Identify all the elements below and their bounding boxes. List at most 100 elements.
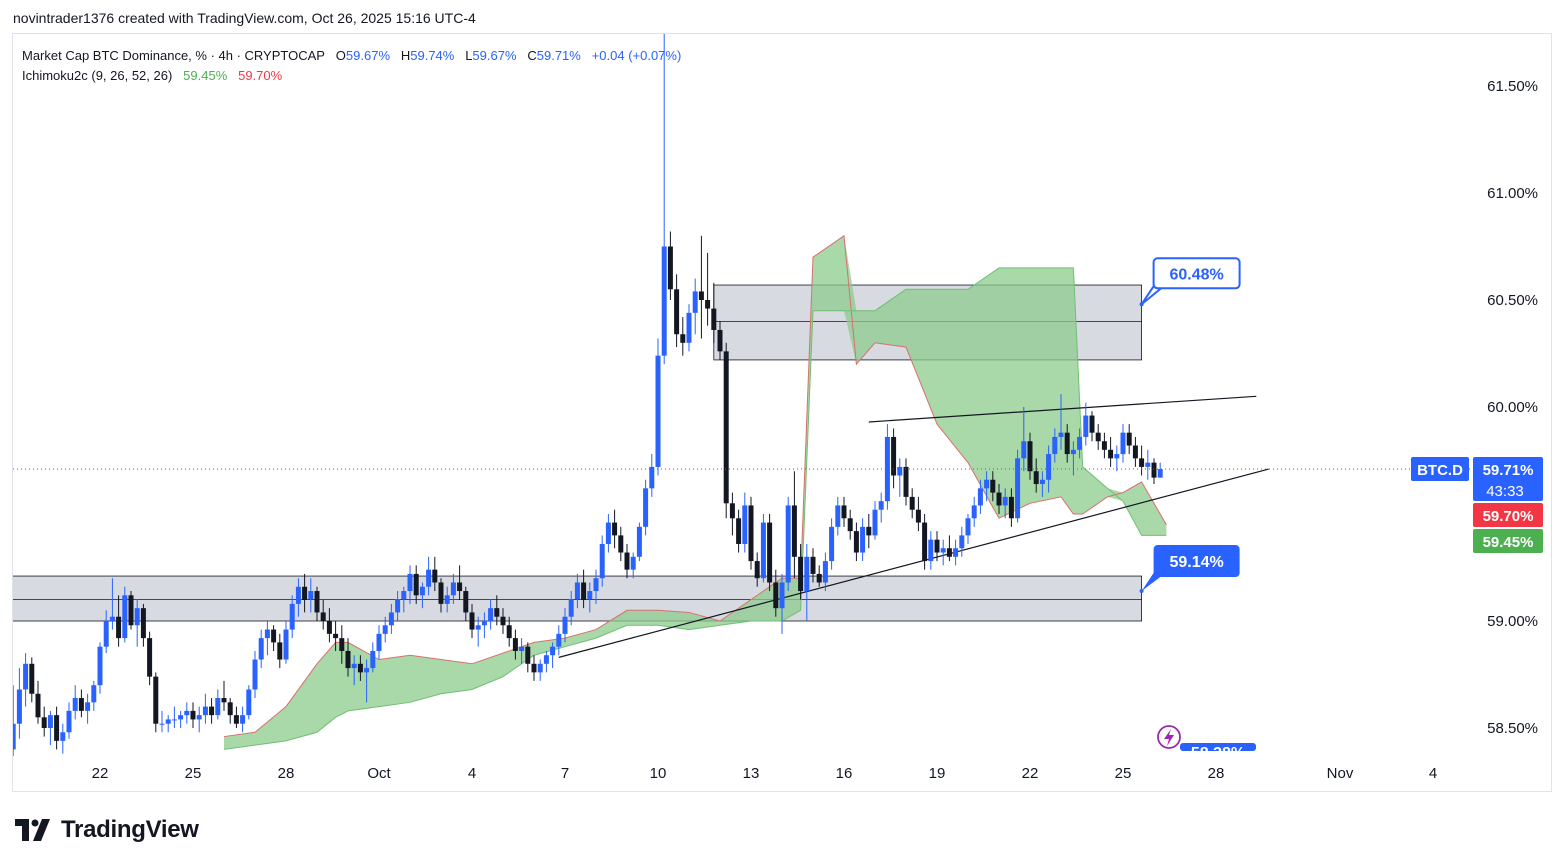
candle-body-134 xyxy=(841,505,847,519)
legend-indicator[interactable]: Ichimoku2c (9, 26, 52, 26) xyxy=(22,68,173,83)
candle-body-64 xyxy=(407,573,413,592)
candle-body-126 xyxy=(791,505,797,557)
legend-low-value: 59.67% xyxy=(472,48,517,63)
candle-body-35 xyxy=(227,702,233,716)
price-callout-0: 60.48% xyxy=(1139,257,1241,307)
candle-body-28 xyxy=(184,710,190,716)
candle-body-50 xyxy=(320,612,326,621)
candle-body-81 xyxy=(512,638,518,651)
callout-text: 58.38% xyxy=(1191,745,1245,762)
candle-body-184 xyxy=(1151,462,1157,478)
y-tick-label: 60.50% xyxy=(1487,292,1538,309)
candle-body-57 xyxy=(364,668,370,673)
legend-change: +0.04 (+0.07%) xyxy=(591,48,682,63)
candle-body-177 xyxy=(1108,449,1114,459)
candle-body-10 xyxy=(72,698,78,711)
candle-body-92 xyxy=(581,582,587,600)
candle-body-149 xyxy=(934,539,940,553)
candle-body-58 xyxy=(370,650,376,669)
candle-body-47 xyxy=(302,586,308,600)
candle-body-20 xyxy=(134,608,140,626)
candle-body-109 xyxy=(686,312,692,343)
candle-body-171 xyxy=(1070,449,1076,455)
candle-body-147 xyxy=(922,522,928,562)
candle-body-140 xyxy=(878,501,884,510)
candle-body-130 xyxy=(816,573,822,583)
trendline-1 xyxy=(868,395,1257,423)
candle-body-2 xyxy=(23,663,29,690)
legend-open-label: O xyxy=(335,48,346,63)
price-callout-1: 59.14% xyxy=(1139,545,1240,594)
candle-body-40 xyxy=(258,638,264,660)
candle-body-69 xyxy=(438,582,444,604)
candle-body-8 xyxy=(60,732,66,741)
candle-body-144 xyxy=(903,466,909,497)
candle-body-114 xyxy=(717,329,723,352)
candle-body-62 xyxy=(395,599,401,613)
callout-anchor-dot xyxy=(1139,589,1144,594)
candle-body-175 xyxy=(1095,432,1101,442)
legend-close-label: C xyxy=(527,48,537,63)
tradingview-brand[interactable]: TradingView xyxy=(15,816,199,844)
candle-body-153 xyxy=(959,535,965,549)
candle-body-24 xyxy=(159,723,165,725)
attribution-text: novintrader1376 created with TradingView… xyxy=(13,10,476,26)
candle-body-125 xyxy=(785,505,791,583)
candle-body-164 xyxy=(1027,441,1033,472)
candle-body-53 xyxy=(339,638,345,651)
callout-mask xyxy=(1178,752,1262,760)
candle-body-44 xyxy=(283,629,289,660)
candle-body-75 xyxy=(475,625,481,630)
legend-close-value: 59.71% xyxy=(536,48,581,63)
legend-high-value: 59.74% xyxy=(410,48,455,63)
indicator-badge-1 xyxy=(1473,529,1543,554)
candle-body-85 xyxy=(537,663,543,673)
candle-body-170 xyxy=(1064,432,1070,455)
candle-body-146 xyxy=(915,509,921,523)
lightning-icon[interactable] xyxy=(1157,725,1181,749)
candle-body-13 xyxy=(91,685,97,703)
candle-body-168 xyxy=(1052,436,1058,455)
x-tick-label: 4 xyxy=(468,765,476,782)
candle-body-154 xyxy=(965,518,971,536)
callout-anchor-dot xyxy=(1139,302,1144,307)
candle-body-17 xyxy=(116,616,122,639)
candle-body-7 xyxy=(54,715,60,741)
candle-body-107 xyxy=(674,289,680,335)
x-tick-label: 19 xyxy=(929,765,946,782)
candle-body-180 xyxy=(1126,432,1132,446)
candle-body-21 xyxy=(140,608,146,639)
candle-body-152 xyxy=(953,548,959,557)
candle-body-31 xyxy=(202,706,208,716)
callout-box xyxy=(1153,545,1240,578)
callout-pointer xyxy=(1141,573,1166,592)
candle-body-65 xyxy=(413,573,419,596)
candle-body-181 xyxy=(1132,445,1138,459)
legend-open-value: 59.67% xyxy=(345,48,391,63)
candle-body-97 xyxy=(612,522,618,536)
x-tick-label: 28 xyxy=(1208,765,1225,782)
candle-body-118 xyxy=(742,505,748,544)
candle-body-161 xyxy=(1008,496,1014,519)
candle-body-163 xyxy=(1021,441,1027,459)
candle-body-148 xyxy=(928,539,934,562)
candle-body-138 xyxy=(866,526,872,536)
candle-body-151 xyxy=(946,548,952,557)
candle-body-34 xyxy=(221,698,227,703)
candle-body-166 xyxy=(1039,479,1045,485)
candle-body-99 xyxy=(624,552,630,570)
candle-body-33 xyxy=(215,698,221,716)
candle-body-133 xyxy=(835,505,841,527)
candle-body-178 xyxy=(1114,454,1120,459)
candles xyxy=(13,34,1163,756)
candle-body-45 xyxy=(289,603,295,630)
candle-body-169 xyxy=(1058,432,1064,437)
legend-symbol[interactable]: Market Cap BTC Dominance, % · 4h · CRYPT… xyxy=(22,48,325,63)
candle-body-4 xyxy=(35,693,41,718)
candle-body-6 xyxy=(47,715,53,728)
time-axis[interactable]: 22 25 28 Oct 4 7 10 13 16 19 22 25 28 Nov 4 xyxy=(92,765,1438,782)
legend-indicator-value-1: 59.45% xyxy=(183,68,228,83)
price-axis[interactable]: 61.50% 61.00% 60.50% 60.00% 59.00% 58.50% xyxy=(1487,78,1538,737)
candle-body-26 xyxy=(171,719,177,721)
